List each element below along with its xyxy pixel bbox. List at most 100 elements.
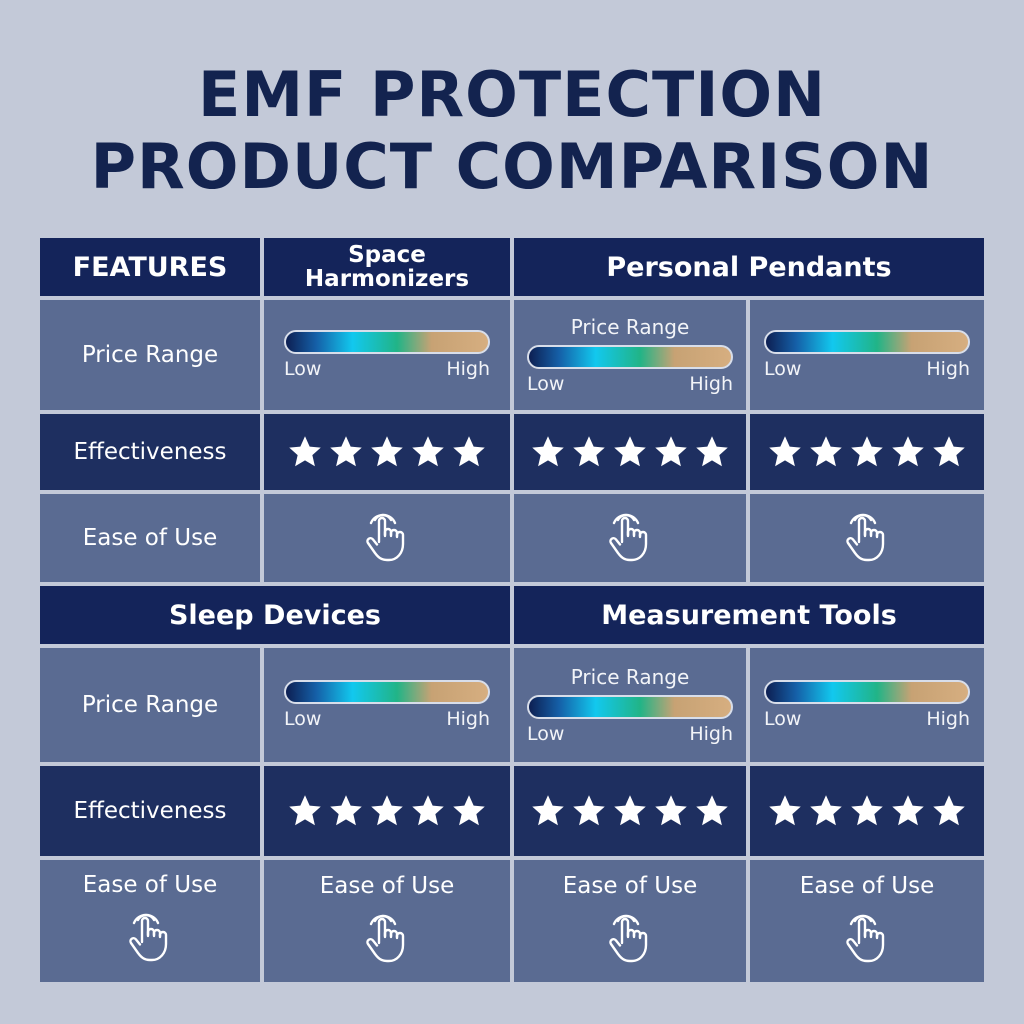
star-rating	[287, 793, 487, 829]
header-space-harmonizers: Space Harmonizers	[264, 238, 510, 296]
star-icon	[933, 795, 965, 826]
row-label-ease-of-use: Ease of Use	[40, 494, 260, 582]
low-label: Low	[284, 708, 322, 730]
price-range-bar: Low High	[284, 680, 490, 730]
tap-hand-icon	[362, 909, 412, 969]
tap-hand-icon	[125, 908, 175, 970]
low-label: Low	[764, 358, 802, 380]
price-gradient	[764, 330, 970, 354]
star-icon	[810, 795, 842, 826]
header-sleep-devices: Sleep Devices	[40, 586, 510, 644]
star-icon	[892, 795, 924, 826]
star-icon	[696, 795, 728, 826]
ease-of-use-cell	[514, 494, 746, 582]
price-range-bar: Low High	[527, 695, 733, 745]
star-icon	[532, 795, 564, 826]
header-measurement-tools-label: Measurement Tools	[601, 599, 897, 631]
high-label: High	[689, 373, 733, 395]
star-icon	[453, 795, 485, 826]
price-gradient	[527, 345, 733, 369]
tap-hand-icon	[362, 508, 412, 568]
star-icon	[851, 795, 883, 826]
effectiveness-cell	[264, 414, 510, 490]
low-label: Low	[527, 373, 565, 395]
tap-hand-icon	[842, 909, 892, 969]
low-label: Low	[284, 358, 322, 380]
page-title-line-2: PRODUCT COMPARISON	[90, 130, 934, 203]
row-label-text: Ease of Use	[82, 872, 218, 898]
price-range-cell: Low High	[750, 648, 984, 762]
star-icon	[453, 436, 485, 467]
star-icon	[289, 795, 321, 826]
high-label: High	[446, 358, 490, 380]
star-icon	[769, 795, 801, 826]
star-icon	[371, 795, 403, 826]
star-icon	[655, 795, 687, 826]
header-sleep-devices-label: Sleep Devices	[168, 599, 382, 631]
page-title-line-1: EMF PROTECTION	[198, 58, 826, 131]
star-rating	[287, 434, 487, 470]
row-label-price-range: Price Range	[40, 648, 260, 762]
price-gradient	[284, 680, 490, 704]
star-rating	[530, 434, 730, 470]
star-icon	[412, 436, 444, 467]
row-label-text: Price Range	[81, 692, 219, 718]
ease-of-use-caption: Ease of Use	[562, 873, 698, 899]
header-space-harmonizers-label: Space Harmonizers	[304, 241, 470, 292]
header-features: FEATURES	[40, 238, 260, 296]
ease-of-use-caption: Ease of Use	[799, 873, 935, 899]
star-icon	[330, 436, 362, 467]
header-measurement-tools: Measurement Tools	[514, 586, 984, 644]
star-icon	[330, 795, 362, 826]
star-icon	[696, 436, 728, 467]
effectiveness-cell	[514, 414, 746, 490]
price-range-bar: Low High	[764, 680, 970, 730]
price-range-caption: Price Range	[570, 315, 690, 339]
low-label: Low	[764, 708, 802, 730]
star-icon	[614, 795, 646, 826]
tap-hand-icon	[842, 508, 892, 568]
price-range-caption: Price Range	[570, 665, 690, 689]
effectiveness-cell	[750, 766, 984, 856]
star-icon	[851, 436, 883, 467]
star-icon	[614, 436, 646, 467]
price-range-bar: Low High	[764, 330, 970, 380]
price-range-cell: Price Range Low High	[514, 300, 746, 410]
star-icon	[933, 436, 965, 467]
ease-of-use-cell: Ease of Use	[750, 860, 984, 982]
low-label: Low	[527, 723, 565, 745]
row-label-price-range: Price Range	[40, 300, 260, 410]
price-gradient	[764, 680, 970, 704]
star-icon	[289, 436, 321, 467]
price-range-bar: Low High	[284, 330, 490, 380]
star-icon	[412, 795, 444, 826]
high-label: High	[926, 358, 970, 380]
star-icon	[892, 436, 924, 467]
effectiveness-cell	[264, 766, 510, 856]
price-gradient	[284, 330, 490, 354]
star-icon	[655, 436, 687, 467]
row-label-text: Ease of Use	[82, 525, 218, 551]
ease-of-use-cell: Ease of Use	[264, 860, 510, 982]
price-range-cell: Price Range Low High	[514, 648, 746, 762]
row-label-ease-of-use: Ease of Use	[40, 860, 260, 982]
price-range-bar: Low High	[527, 345, 733, 395]
star-rating	[767, 793, 967, 829]
price-range-cell: Low High	[750, 300, 984, 410]
price-range-cell: Low High	[264, 300, 510, 410]
ease-of-use-cell: Ease of Use	[514, 860, 746, 982]
row-label-effectiveness: Effectiveness	[40, 766, 260, 856]
star-icon	[810, 436, 842, 467]
price-gradient	[527, 695, 733, 719]
star-icon	[573, 436, 605, 467]
star-icon	[573, 795, 605, 826]
row-label-effectiveness: Effectiveness	[40, 414, 260, 490]
row-label-text: Effectiveness	[73, 798, 227, 824]
row-label-text: Effectiveness	[73, 439, 227, 465]
star-icon	[769, 436, 801, 467]
header-features-label: FEATURES	[72, 251, 228, 283]
header-personal-pendants: Personal Pendants	[514, 238, 984, 296]
tap-hand-icon	[605, 909, 655, 969]
effectiveness-cell	[514, 766, 746, 856]
high-label: High	[446, 708, 490, 730]
